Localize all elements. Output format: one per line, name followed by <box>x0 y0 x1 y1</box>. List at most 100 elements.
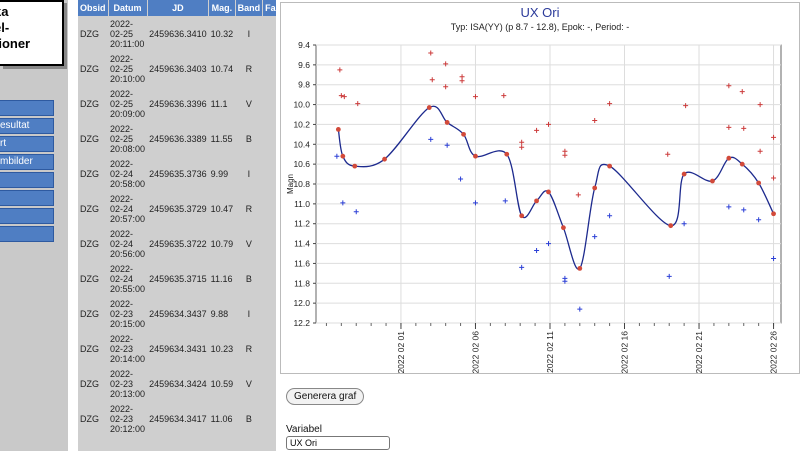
cell-mag: 11.06 <box>210 413 233 424</box>
cell-jd: 2459636.3403 <box>149 63 207 74</box>
table-row: DZG 2022- 02-23 20:14:00 2459634.3431 10.23 R <box>78 331 276 366</box>
sidebar-item[interactable] <box>0 226 54 242</box>
data-point-b <box>519 264 525 270</box>
data-point-b <box>756 217 762 223</box>
cell-datum-line: 02-24 <box>110 168 134 179</box>
x-tick-label: 2022 02 01 <box>396 331 406 373</box>
col-header-fas[interactable]: Fas <box>262 0 276 16</box>
y-tick-label: 12.0 <box>293 298 310 308</box>
data-point-b <box>726 204 732 210</box>
cell-obsid: DZG <box>80 413 99 424</box>
cell-datum-line: 2022- <box>110 123 134 134</box>
data-point-r <box>683 103 689 109</box>
cell-datum-line: 20:12:00 <box>110 423 146 434</box>
cell-mag: 10.47 <box>210 203 234 214</box>
col-header-band[interactable]: Band <box>235 0 264 16</box>
cell-jd: 2459634.3437 <box>149 308 207 319</box>
generate-graph-button[interactable]: Generera graf <box>286 388 365 405</box>
cell-datum: 2022- 02-25 20:09:00 <box>108 86 147 121</box>
data-point-v <box>534 198 539 204</box>
y-tick-label: 10.2 <box>293 119 310 129</box>
sidebar-item[interactable] <box>0 172 54 188</box>
data-point-b <box>353 209 359 215</box>
cell-mag: 9.88 <box>210 308 229 319</box>
data-point-v <box>335 126 341 132</box>
data-point-v <box>726 155 732 161</box>
cell-obsid: DZG <box>80 133 99 144</box>
cell-obsid: DZG <box>80 273 99 284</box>
data-point-r <box>592 117 598 123</box>
col-header-jd[interactable]: JD <box>147 0 210 16</box>
data-point-r <box>472 94 478 100</box>
cell-datum-line: 2022- <box>110 403 134 414</box>
sidebar-item[interactable] <box>0 190 54 206</box>
y-tick-label: 9.6 <box>298 60 310 70</box>
data-point-b <box>334 153 340 159</box>
table-row: DZG 2022- 02-24 20:56:00 2459635.3722 10.79 V <box>78 226 276 261</box>
table-row: DZG 2022- 02-23 20:12:00 2459634.3417 11.06 B <box>78 401 276 436</box>
cell-datum-line: 2022- <box>110 88 134 99</box>
cell-fas <box>263 261 276 296</box>
cell-mag: 9.99 <box>210 168 229 179</box>
cell-datum-line: 02-25 <box>110 133 134 144</box>
data-point-v <box>352 163 358 169</box>
data-point-r <box>443 84 449 90</box>
table-row: DZG 2022- 02-23 20:15:00 2459634.3437 9.88 I <box>78 296 276 331</box>
cell-jd: 2459635.3722 <box>149 238 207 249</box>
cell-band: I <box>247 28 251 39</box>
cell-datum: 2022- 02-25 20:08:00 <box>108 121 147 156</box>
sidebar-item[interactable] <box>0 100 54 116</box>
cell-band: B <box>245 133 252 144</box>
cell-datum-line: 20:15:00 <box>110 318 146 329</box>
data-point-r <box>546 121 551 127</box>
cell-datum-line: 02-25 <box>110 28 134 39</box>
cell-jd: 2459636.3396 <box>149 98 207 109</box>
data-point-v <box>519 213 525 219</box>
y-tick-label: 11.0 <box>294 199 310 209</box>
cell-fas <box>263 191 276 226</box>
col-header-mag[interactable]: Mag. <box>208 0 236 16</box>
cell-datum: 2022- 02-24 20:56:00 <box>108 226 147 261</box>
cell-jd: 2459635.3736 <box>149 168 207 179</box>
data-point-r <box>341 94 347 100</box>
cell-datum-line: 2022- <box>110 193 134 204</box>
cell-datum-line: 20:09:00 <box>110 108 146 119</box>
light-curve-chart: UX Ori Typ: ISA(YY) (p 8.7 - 12.8), Epok:… <box>280 2 800 374</box>
cell-jd: 2459634.3417 <box>149 413 207 424</box>
table-row: DZG 2022- 02-25 20:11:00 2459636.3410 10.32 I <box>78 16 276 51</box>
data-point-r <box>355 101 361 107</box>
data-point-v <box>426 105 432 110</box>
cell-fas <box>263 366 276 401</box>
data-point-r <box>443 61 449 67</box>
variable-input[interactable] <box>286 436 390 450</box>
chart-title: UX Ori <box>521 5 560 20</box>
cell-band: V <box>245 238 252 249</box>
x-tick-label: 2022 02 11 <box>545 331 555 373</box>
data-point-b <box>340 200 346 206</box>
cell-datum-line: 20:13:00 <box>110 388 146 399</box>
data-point-v <box>592 185 598 191</box>
data-point-r <box>501 93 507 99</box>
data-point-b <box>534 248 540 254</box>
data-point-v <box>710 178 715 184</box>
chart-subtitle: Typ: ISA(YY) (p 8.7 - 12.8), Epok: -, Pe… <box>451 22 630 32</box>
cell-band: V <box>245 98 252 109</box>
table-row: DZG 2022- 02-24 20:55:00 2459635.3715 11.16 B <box>78 261 276 296</box>
sidebar-item-bilder[interactable]: mbilder <box>0 154 54 170</box>
cell-mag: 11.55 <box>210 133 233 144</box>
cell-obsid: DZG <box>80 98 99 109</box>
cell-obsid: DZG <box>80 28 99 39</box>
site-title-line: el- <box>0 20 10 35</box>
cell-obsid: DZG <box>80 203 99 214</box>
col-header-obsid[interactable]: Obsid <box>78 0 109 16</box>
table-row: DZG 2022- 02-23 20:13:00 2459634.3424 10.59 V <box>78 366 276 401</box>
sidebar-item[interactable]: rt <box>0 136 54 152</box>
sidebar-item-resultat[interactable]: esultat <box>0 118 54 134</box>
col-header-datum[interactable]: Datum <box>108 0 148 16</box>
data-point-b <box>444 142 450 148</box>
observations-table-panel[interactable]: Obsid Datum JD Mag. Band Fas DZG2022-02-… <box>78 0 276 451</box>
cell-fas <box>263 86 276 121</box>
sidebar-item[interactable] <box>0 208 54 224</box>
cell-band: R <box>245 63 253 74</box>
cell-datum-line: 20:55:00 <box>110 283 146 294</box>
